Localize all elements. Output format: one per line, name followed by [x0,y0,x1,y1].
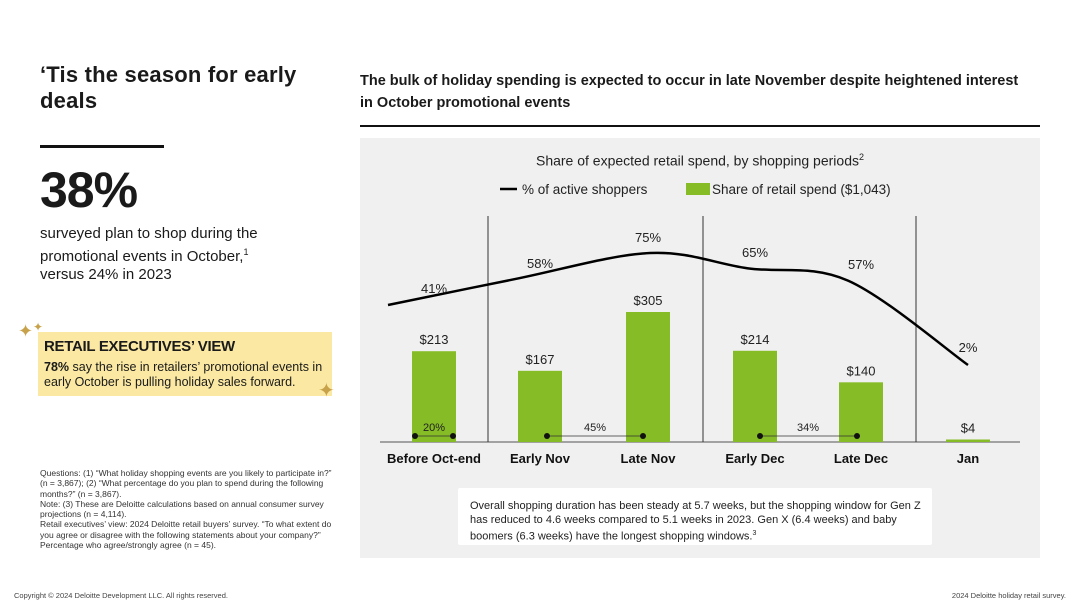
range-label: 45% [584,422,606,434]
footnotes: Questions: (1) “What holiday shopping ev… [40,468,340,550]
category-label: Early Nov [510,451,571,466]
chart-title-sup: 2 [858,152,864,162]
note-exec-view: Retail executives’ view: 2024 Deloitte r… [40,519,332,551]
bar-value-label: $167 [526,352,555,367]
headline-stat: 38% [40,162,138,218]
bar [839,382,883,442]
bar-value-label: $4 [961,421,975,436]
retail-executives-title: RETAIL EXECUTIVES’ VIEW [44,338,235,355]
source-note: 2024 Deloitte holiday retail survey. [951,591,1066,600]
range-dot [412,433,418,439]
line-value-label: 2% [959,340,978,355]
chart-heading: The bulk of holiday spending is expected… [360,73,1019,111]
range-dot [544,433,550,439]
category-label: Jan [957,451,979,466]
range-label: 20% [423,422,445,434]
bar [733,350,777,442]
range-label: 34% [797,422,819,434]
line-value-label: 65% [742,245,768,260]
stat-description-line1: surveyed plan to shop during the promoti… [40,225,258,265]
line-value-label: 57% [848,257,874,272]
line-series-active-shoppers [387,251,969,367]
range-dot [757,433,763,439]
line-value-label: 75% [635,230,661,245]
star-icon: ✦ [33,320,44,334]
exec-stat: 78% [44,360,70,374]
legend-line-label: % of active shoppers [522,182,648,197]
line-value-label: 41% [421,281,447,296]
bar [946,439,990,442]
bar-value-label: $140 [847,363,876,378]
star-icon: ✦ [318,380,335,402]
bar [626,312,670,442]
note-questions: Questions: (1) “What holiday shopping ev… [40,468,332,499]
range-dot [450,433,456,439]
category-label: Late Dec [834,451,888,466]
range-dot [854,433,860,439]
exec-body: say the rise in retailers’ promotional e… [44,360,323,389]
star-icon: ✦ [18,321,34,341]
callout-body: Overall shopping duration has been stead… [470,500,921,543]
callout-text: Overall shopping duration has been stead… [470,500,930,544]
category-label: Late Nov [621,451,677,466]
line-value-label: 58% [527,256,553,271]
callout-sup: 3 [752,530,757,537]
bar-value-label: $213 [420,332,449,347]
retail-executives-box [38,332,332,396]
stat-description: surveyed plan to shop during the promoti… [40,225,310,284]
bar-value-label: $214 [741,332,770,347]
note-calculations: Note: (3) These are Deloitte calculation… [40,498,324,520]
bar [518,370,562,442]
bar [412,351,456,442]
range-dot [640,433,646,439]
category-label: Before Oct-end [387,451,481,466]
section-title: ‘Tis the season for early deals [40,62,297,113]
callout-box [458,488,932,545]
retail-executives-text: 78% say the rise in retailers’ promotion… [44,360,329,390]
footnote-marker: 1 [243,247,249,257]
bar-value-label: $305 [634,293,663,308]
copyright: Copyright © 2024 Deloitte Development LL… [14,591,228,600]
stat-description-line2: versus 24% in 2023 [40,266,172,283]
legend-bar-label: Share of retail spend ($1,043) [712,182,891,197]
category-label: Early Dec [725,451,784,466]
legend-bar-swatch [686,183,710,195]
divider [40,145,164,148]
heading-rule [360,125,1040,127]
chart-title-text: Share of expected retail spend, by shopp… [535,152,859,169]
chart-title: Share of expected retail spend, by shopp… [360,152,1040,169]
